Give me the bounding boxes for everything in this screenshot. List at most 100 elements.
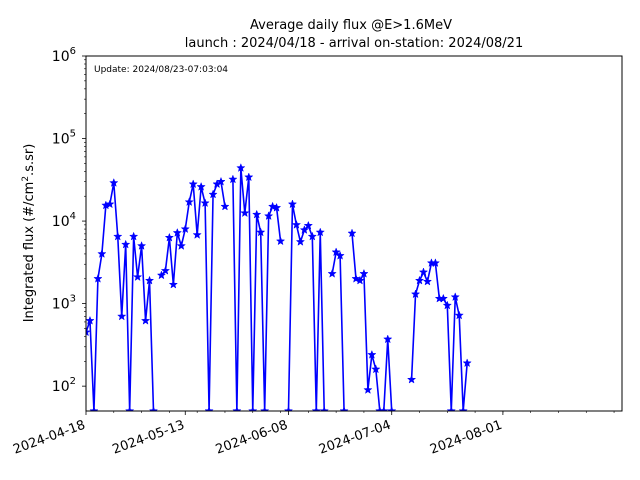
y-tick-base: 10 (52, 297, 70, 313)
data-point-marker (160, 265, 171, 275)
series-line (410, 262, 468, 411)
data-point-marker (371, 364, 381, 374)
data-point-marker (259, 406, 270, 411)
y-tick-exponent: 6 (70, 46, 76, 57)
data-point-marker (383, 334, 393, 344)
data-point-marker (117, 311, 127, 321)
x-tick-label: 2024-08-01 (428, 418, 504, 458)
data-point-marker (109, 177, 119, 187)
data-point-marker (140, 315, 151, 325)
chart-subtitle: launch : 2024/04/18 - arrival on-station… (185, 36, 523, 51)
data-point-marker (164, 232, 175, 242)
data-point-marker (200, 198, 210, 208)
data-point-marker (458, 406, 468, 411)
y-tick-base: 10 (52, 49, 70, 65)
y-axis-label-prefix: Integrated flux (#/cm (22, 182, 37, 323)
data-point-marker (105, 199, 115, 209)
data-point-marker (236, 163, 246, 172)
data-point-marker (180, 224, 190, 234)
data-point-marker (307, 231, 317, 241)
data-point-marker (462, 358, 472, 368)
x-tick-label: 2024-07-04 (317, 418, 393, 458)
y-tick-label: 102 (52, 376, 76, 395)
data-point-marker (148, 406, 159, 411)
data-point-marker (196, 181, 206, 191)
data-point-marker (228, 174, 238, 184)
data-point-marker (86, 315, 95, 325)
data-point-marker (430, 258, 441, 268)
x-tick-label: 2024-04-18 (11, 418, 87, 458)
data-point-marker (414, 275, 425, 285)
data-point-marker (220, 201, 230, 211)
data-point-marker (176, 241, 186, 250)
y-tick-exponent: 3 (70, 294, 76, 305)
y-axis-label-suffix: .s.sr) (22, 144, 37, 176)
data-point-marker (93, 273, 103, 283)
data-point-marker (359, 268, 369, 278)
data-point-marker (240, 208, 250, 218)
data-point-marker (295, 236, 306, 246)
data-point-marker (216, 176, 226, 186)
data-point-marker (283, 406, 294, 411)
data-point-marker (275, 236, 286, 246)
data-point-marker (303, 220, 314, 230)
data-point-marker (121, 239, 131, 249)
data-point-marker (422, 276, 433, 286)
data-point-marker (438, 293, 449, 303)
data-point-marker (232, 406, 242, 411)
data-point-marker (86, 327, 91, 337)
data-point-marker (355, 275, 365, 285)
x-tick-label: 2024-06-08 (214, 418, 290, 458)
data-point-marker (299, 225, 310, 234)
data-point-marker (442, 300, 452, 310)
data-point-marker (367, 349, 377, 359)
data-point-marker (144, 275, 155, 285)
data-point-marker (248, 406, 258, 411)
series-line (351, 233, 393, 411)
data-point-marker (168, 279, 179, 289)
data-point-marker (208, 189, 218, 199)
data-point-marker (331, 247, 341, 257)
x-axis: 2024-04-18 2024-05-13 2024-06-08 2024-07-04… (11, 411, 615, 458)
plot-frame (85, 55, 623, 412)
data-point-marker (113, 231, 123, 241)
data-point-marker (379, 406, 389, 411)
y-axis-label-superscript: 2 (21, 176, 31, 182)
data-point-marker (172, 227, 182, 237)
data-point-marker (252, 209, 262, 219)
data-point-marker (184, 197, 194, 207)
data-point-marker (418, 267, 429, 277)
data-point-marker (410, 289, 421, 299)
series-line (86, 182, 155, 411)
data-point-marker (89, 406, 99, 411)
data-point-marker (291, 219, 302, 229)
x-tick-label: 2024-05-13 (110, 418, 186, 458)
y-tick-exponent: 5 (70, 129, 76, 140)
y-axis-label: Integrated flux (#/cm2.s.sr) (21, 144, 37, 323)
data-point-marker (339, 406, 349, 411)
data-point-marker (267, 201, 278, 211)
data-point-marker (287, 199, 298, 209)
y-tick-base: 10 (52, 379, 70, 395)
data-point-marker (450, 292, 460, 302)
plot-area (85, 55, 623, 412)
series-layer (86, 163, 472, 411)
data-point-marker (271, 202, 282, 212)
data-point-marker (132, 272, 143, 282)
y-tick-label: 105 (52, 129, 76, 148)
data-point-marker (446, 406, 456, 411)
y-tick-exponent: 4 (70, 211, 76, 222)
y-tick-label: 106 (52, 46, 76, 65)
series-line (160, 180, 226, 411)
data-point-marker (319, 406, 329, 411)
data-point-marker (387, 406, 397, 411)
data-point-marker (351, 273, 361, 283)
data-point-marker (327, 268, 337, 278)
y-tick-label: 103 (52, 294, 76, 313)
data-point-marker (125, 406, 135, 411)
update-annotation: Update: 2024/08/23-07:03:04 (94, 65, 228, 75)
data-point-marker (454, 310, 464, 320)
data-point-marker (204, 406, 214, 411)
